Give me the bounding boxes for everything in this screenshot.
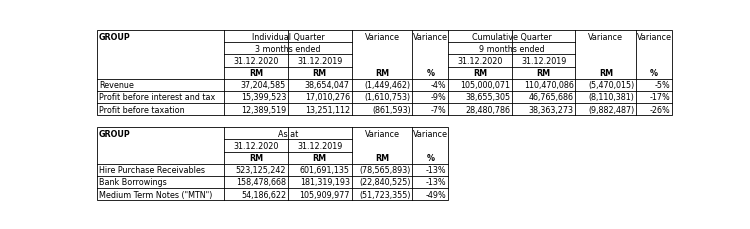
Text: RM: RM [536,69,550,78]
Text: -13%: -13% [426,166,446,174]
Text: As at: As at [278,129,298,138]
Text: -13%: -13% [426,178,446,187]
Text: -5%: -5% [655,81,670,90]
Text: Variance: Variance [413,129,448,138]
Text: RM: RM [249,153,263,162]
Text: 105,909,977: 105,909,977 [299,190,350,199]
Text: Hire Purchase Receivables: Hire Purchase Receivables [99,166,205,174]
Text: -26%: -26% [650,105,670,114]
Text: RM: RM [249,69,263,78]
Text: 38,654,047: 38,654,047 [304,81,350,90]
Text: -17%: -17% [650,93,670,102]
Text: %: % [650,69,658,78]
Text: GROUP: GROUP [99,129,130,138]
Text: RM: RM [375,153,389,162]
Text: Variance: Variance [364,129,400,138]
Text: GROUP: GROUP [99,33,130,41]
Text: (8,110,381): (8,110,381) [589,93,634,102]
Text: Variance: Variance [413,33,448,41]
Text: Bank Borrowings: Bank Borrowings [99,178,166,187]
Text: Variance: Variance [637,33,672,41]
Text: 31.12.2019: 31.12.2019 [297,57,343,66]
Text: %: % [426,69,434,78]
Text: 46,765,686: 46,765,686 [529,93,574,102]
Text: (51,723,355): (51,723,355) [359,190,411,199]
Text: 110,470,086: 110,470,086 [524,81,574,90]
Text: (1,610,753): (1,610,753) [364,93,411,102]
Bar [97,128,448,200]
Text: -9%: -9% [430,93,446,102]
Text: RM: RM [375,69,389,78]
Text: RM: RM [313,153,327,162]
Text: -4%: -4% [430,81,446,90]
Bar [97,31,672,116]
Text: Variance: Variance [589,33,623,41]
Text: 17,010,276: 17,010,276 [304,93,350,102]
Text: 105,000,071: 105,000,071 [460,81,510,90]
Text: -7%: -7% [430,105,446,114]
Text: 158,478,668: 158,478,668 [236,178,286,187]
Text: Variance: Variance [364,33,400,41]
Text: 28,480,786: 28,480,786 [465,105,510,114]
Text: -49%: -49% [426,190,446,199]
Text: Revenue: Revenue [99,81,134,90]
Text: 181,319,193: 181,319,193 [300,178,350,187]
Text: 38,363,273: 38,363,273 [529,105,574,114]
Text: Medium Term Notes ("MTN"): Medium Term Notes ("MTN") [99,190,212,199]
Text: (5,470,015): (5,470,015) [588,81,634,90]
Text: (22,840,525): (22,840,525) [359,178,411,187]
Text: (1,449,462): (1,449,462) [364,81,411,90]
Text: 523,125,242: 523,125,242 [236,166,286,174]
Text: (9,882,487): (9,882,487) [588,105,634,114]
Text: 3 months ended: 3 months ended [255,45,321,54]
Text: 13,251,112: 13,251,112 [304,105,350,114]
Text: Profit before taxation: Profit before taxation [99,105,184,114]
Text: 54,186,622: 54,186,622 [241,190,286,199]
Text: 31.12.2019: 31.12.2019 [297,141,343,150]
Text: 12,389,519: 12,389,519 [241,105,286,114]
Text: 37,204,585: 37,204,585 [241,81,286,90]
Text: (78,565,893): (78,565,893) [359,166,411,174]
Text: RM: RM [473,69,487,78]
Text: 31.12.2020: 31.12.2020 [233,57,279,66]
Text: RM: RM [598,69,613,78]
Text: Individual Quarter: Individual Quarter [251,33,324,41]
Text: 31.12.2020: 31.12.2020 [458,57,503,66]
Text: 38,655,305: 38,655,305 [465,93,510,102]
Text: (861,593): (861,593) [372,105,411,114]
Text: 601,691,135: 601,691,135 [300,166,350,174]
Text: 31.12.2020: 31.12.2020 [233,141,279,150]
Text: Cumulative Quarter: Cumulative Quarter [472,33,552,41]
Text: %: % [426,153,434,162]
Text: RM: RM [313,69,327,78]
Text: 31.12.2019: 31.12.2019 [521,57,566,66]
Text: 9 months ended: 9 months ended [479,45,544,54]
Text: Profit before interest and tax: Profit before interest and tax [99,93,215,102]
Text: 15,399,523: 15,399,523 [241,93,286,102]
